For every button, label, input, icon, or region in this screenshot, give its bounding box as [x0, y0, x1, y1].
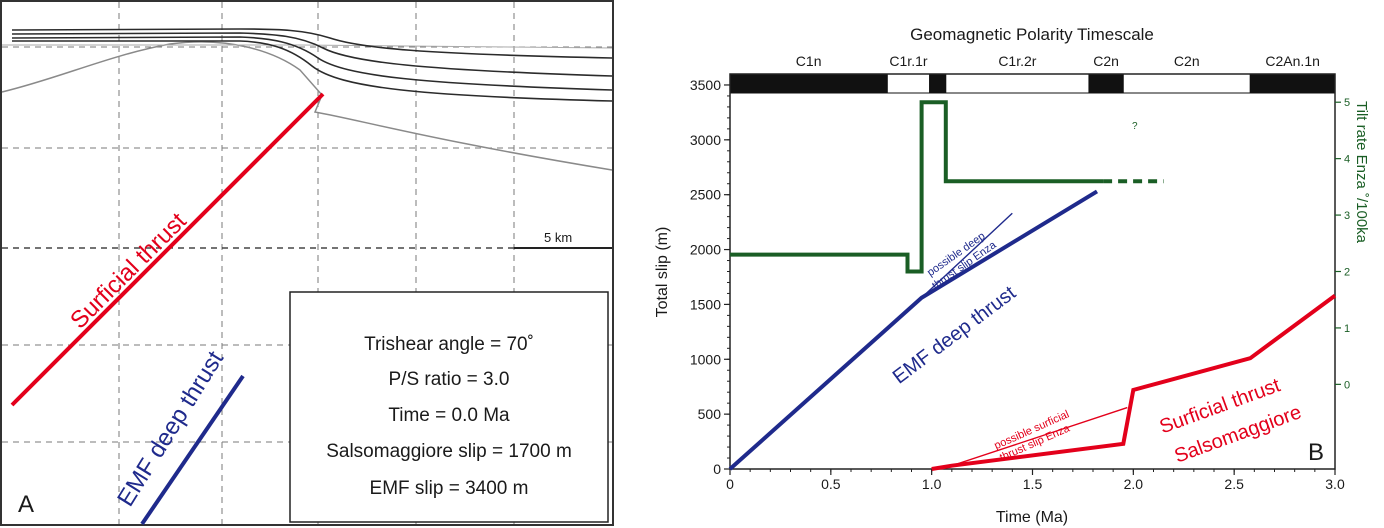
y-ticks: 0 500 1000 1500 2000 2500 3000 3500 — [690, 77, 730, 477]
panel-b: Geomagnetic Polarity Timescale C1n C1r.1r… — [654, 25, 1370, 526]
chron-block-2 — [929, 73, 947, 94]
chron-block-1 — [886, 73, 931, 94]
y2-tick-label-3: 3 — [1344, 210, 1350, 222]
chron-labels: C1n C1r.1r C1r.2r C2n C2n C2An.1n — [796, 53, 1320, 69]
y2-ticks: 0 1 2 3 4 5 — [1335, 97, 1350, 391]
grey-horizon-upper — [2, 44, 613, 49]
series-possible-surficial-thrust-slip-enza — [941, 406, 1128, 470]
y-tick-label-5: 2500 — [690, 187, 721, 203]
chron-label-1: C1r.1r — [889, 53, 927, 69]
y-tick-label-4: 2000 — [690, 242, 721, 258]
y-tick-label-3: 1500 — [690, 296, 721, 312]
chron-block-3 — [945, 73, 1090, 94]
chron-label-3: C1r.2r — [998, 53, 1036, 69]
emf-deep-thrust-line — [140, 374, 245, 526]
grey-horizon-lower — [1, 41, 613, 171]
chron-bar — [729, 73, 1336, 94]
chron-block-0 — [729, 73, 888, 94]
y-tick-label-7: 3500 — [690, 77, 721, 93]
chron-label-4: C2n — [1093, 53, 1119, 69]
y2-tick-label-4: 4 — [1344, 154, 1350, 166]
horizon-3 — [11, 36, 613, 91]
x-tick-label-1: 0.5 — [821, 476, 841, 492]
y2-tick-label-2: 2 — [1344, 267, 1350, 279]
surficial-thrust-line — [10, 92, 325, 407]
chron-block-6 — [1249, 73, 1336, 94]
question-mark: ? — [1132, 121, 1138, 132]
horizon-2 — [11, 32, 613, 77]
timescale-title: Geomagnetic Polarity Timescale — [910, 25, 1154, 44]
scale-label: 5 km — [544, 230, 572, 245]
chron-block-5 — [1122, 73, 1251, 94]
y2-axis-label: Tilt rate Enza ˚/100ka — [1353, 101, 1370, 244]
x-tick-label-3: 1.5 — [1023, 476, 1043, 492]
chron-label-0: C1n — [796, 53, 822, 69]
series-possible-deep-thrust-slip-enza — [921, 212, 1013, 299]
x-tick-label-0: 0 — [726, 476, 734, 492]
panel-a-letter: A — [18, 491, 34, 518]
series-layer — [728, 100, 1337, 471]
panel-b-letter: B — [1308, 439, 1324, 466]
y-tick-label-1: 500 — [698, 406, 722, 422]
x-axis-label: Time (Ma) — [996, 509, 1068, 526]
y-axis-label: Total slip (m) — [654, 227, 671, 318]
folded-horizons — [11, 28, 613, 102]
param-trishear: Trishear angle = 70˚ — [364, 334, 534, 355]
param-emf-slip: EMF slip = 3400 m — [370, 478, 529, 499]
y2-tick-label-1: 1 — [1344, 323, 1350, 335]
x-tick-label-5: 2.5 — [1224, 476, 1244, 492]
y2-tick-label-5: 5 — [1344, 97, 1350, 109]
panel-a: 5 km Surficial thrust EMF deep thrust Tr… — [0, 0, 614, 526]
horizon-1 — [11, 28, 613, 59]
param-salso-slip: Salsomaggiore slip = 1700 m — [326, 441, 572, 462]
x-ticks: 0 0.5 1.0 1.5 2.0 2.5 3.0 — [726, 469, 1345, 492]
y-tick-label-6: 3000 — [690, 132, 721, 148]
x-tick-label-4: 2.0 — [1124, 476, 1144, 492]
y2-tick-label-0: 0 — [1344, 379, 1350, 391]
y-tick-label-2: 1000 — [690, 351, 721, 367]
chron-label-5: C2n — [1174, 53, 1200, 69]
y-tick-label-0: 0 — [713, 461, 721, 477]
horizon-4 — [12, 40, 613, 102]
parameter-box — [289, 291, 609, 523]
x-tick-label-6: 3.0 — [1325, 476, 1345, 492]
plot-frame — [729, 73, 1336, 470]
x-tick-label-2: 1.0 — [922, 476, 942, 492]
chron-label-6: C2An.1n — [1265, 53, 1319, 69]
series-tilt-rate-enza — [730, 100, 1104, 274]
param-ps-ratio: P/S ratio = 3.0 — [389, 369, 510, 390]
deep-thrust-label: EMF deep thrust — [889, 282, 1021, 389]
chron-block-4 — [1088, 73, 1124, 94]
param-time: Time = 0.0 Ma — [388, 405, 510, 426]
